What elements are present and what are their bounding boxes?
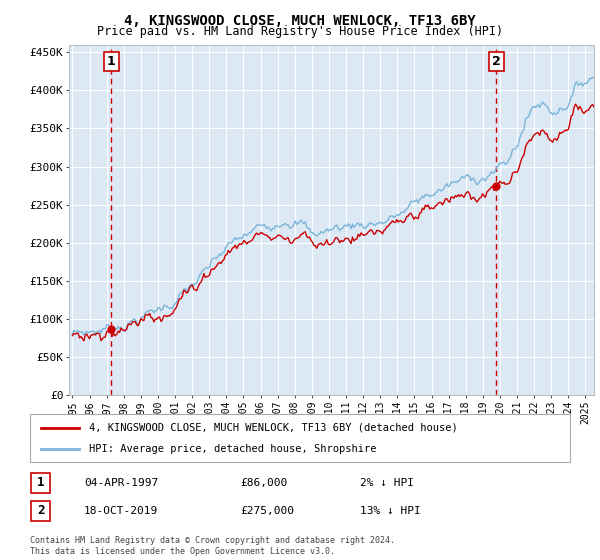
Text: £275,000: £275,000 xyxy=(240,506,294,516)
Text: HPI: Average price, detached house, Shropshire: HPI: Average price, detached house, Shro… xyxy=(89,444,377,454)
Text: 2% ↓ HPI: 2% ↓ HPI xyxy=(360,478,414,488)
Text: £86,000: £86,000 xyxy=(240,478,287,488)
Text: 2: 2 xyxy=(492,55,501,68)
Text: 2: 2 xyxy=(37,505,44,517)
Text: 04-APR-1997: 04-APR-1997 xyxy=(84,478,158,488)
FancyBboxPatch shape xyxy=(31,501,50,521)
Text: 4, KINGSWOOD CLOSE, MUCH WENLOCK, TF13 6BY (detached house): 4, KINGSWOOD CLOSE, MUCH WENLOCK, TF13 6… xyxy=(89,423,458,433)
FancyBboxPatch shape xyxy=(31,473,50,493)
Text: 13% ↓ HPI: 13% ↓ HPI xyxy=(360,506,421,516)
Text: Contains HM Land Registry data © Crown copyright and database right 2024.
This d: Contains HM Land Registry data © Crown c… xyxy=(30,536,395,556)
Text: 18-OCT-2019: 18-OCT-2019 xyxy=(84,506,158,516)
Text: Price paid vs. HM Land Registry's House Price Index (HPI): Price paid vs. HM Land Registry's House … xyxy=(97,25,503,38)
Text: 4, KINGSWOOD CLOSE, MUCH WENLOCK, TF13 6BY: 4, KINGSWOOD CLOSE, MUCH WENLOCK, TF13 6… xyxy=(124,14,476,28)
FancyBboxPatch shape xyxy=(30,414,570,462)
Text: 1: 1 xyxy=(107,55,115,68)
Text: 1: 1 xyxy=(37,477,44,489)
